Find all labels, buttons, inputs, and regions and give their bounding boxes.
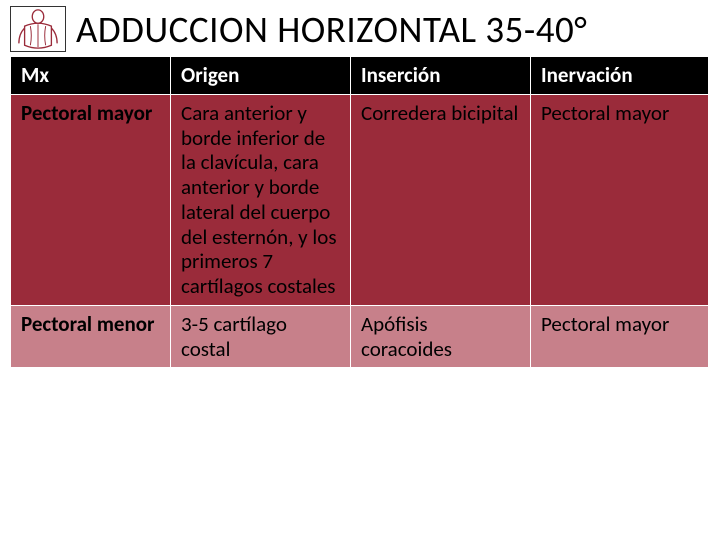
col-header: Mx [11,57,171,95]
cell-mx: Pectoral menor [11,305,171,368]
cell-origen: 3-5 cartílago costal [171,305,351,368]
title-row: ADDUCCION HORIZONTAL 35-40° [0,0,720,56]
table-row: Pectoral mayor Cara anterior y borde inf… [11,94,709,305]
cell-mx: Pectoral mayor [11,94,171,305]
table-row: Pectoral menor 3-5 cartílago costal Apóf… [11,305,709,368]
cell-insercion: Apófisis coracoides [351,305,531,368]
col-header: Inervación [531,57,709,95]
anatomy-icon [11,7,65,51]
slide: ADDUCCION HORIZONTAL 35-40° Mx Origen In… [0,0,720,540]
col-header: Inserción [351,57,531,95]
muscle-table: Mx Origen Inserción Inervación Pectoral … [10,56,709,368]
cell-origen: Cara anterior y borde inferior de la cla… [171,94,351,305]
cell-insercion: Corredera bicipital [351,94,531,305]
cell-inervacion: Pectoral mayor [531,94,709,305]
cell-inervacion: Pectoral mayor [531,305,709,368]
slide-title: ADDUCCION HORIZONTAL 35-40° [76,7,587,52]
table-header-row: Mx Origen Inserción Inervación [11,57,709,95]
title-thumbnail [10,6,66,52]
col-header: Origen [171,57,351,95]
